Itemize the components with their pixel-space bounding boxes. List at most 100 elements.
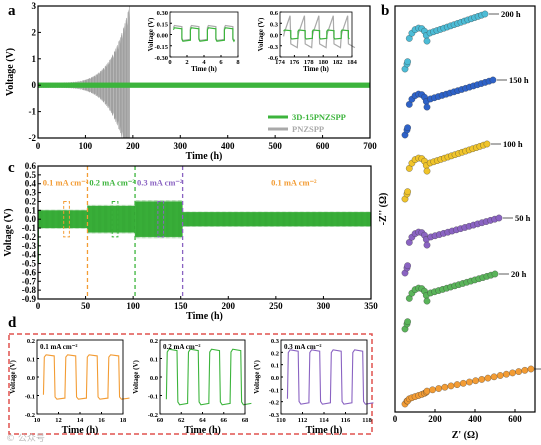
subplot-label: 0.3 mA cm⁻² (284, 343, 321, 351)
panel-c: c0.1 mA cm⁻² 0.2 mA cm⁻² 0.3 mA cm⁻² 0.1 mA… (3, 160, 378, 322)
x-tick-label: 400 (468, 414, 482, 424)
x-tick-label: 14 (77, 417, 84, 424)
x-tick-label: 8 (236, 59, 240, 66)
y-tick-label: -1 (29, 107, 37, 117)
x-tick-label: 0 (168, 59, 171, 66)
x-tick-label: 10 (34, 417, 41, 424)
nyquist-point (521, 366, 529, 374)
y-tick-label: 0.0 (25, 214, 37, 224)
nyquist-point (435, 385, 443, 392)
inset-x-label: Time (h) (303, 65, 329, 73)
x-tick-label: 100 (79, 141, 93, 151)
nyquist-point (484, 374, 492, 382)
x-tick-label: 500 (268, 141, 282, 151)
y-tick-label: 0.6 (25, 161, 37, 171)
x-tick-label: 200 (428, 414, 442, 424)
series-3D-15PNZSPP-band (38, 82, 370, 88)
nyquist-point (509, 369, 516, 377)
y-tick-label: -0.30 (154, 55, 168, 62)
inset-bg (170, 12, 238, 57)
zoom-box (157, 200, 165, 238)
watermark: © 公众号 (6, 433, 45, 444)
x-tick-label: 50 (81, 301, 91, 311)
x-tick-label: 12 (55, 417, 62, 424)
y-tick-label: -0.1 (148, 394, 158, 401)
y-axis-label: Voltage (V) (3, 208, 14, 256)
nyquist-label: 20 h (511, 269, 527, 279)
nyquist-point (459, 379, 467, 387)
nyquist-point (423, 167, 431, 175)
x-tick-label: 250 (269, 301, 283, 311)
x-tick-label: 700 (363, 141, 377, 151)
y-tick-label: -0.3 (268, 44, 279, 51)
inset-2: 174 176 178 180 182 184 -0.6 -0.3 0.0 0.3 0.6 Time … (257, 10, 358, 73)
y-tick-label: 0.0 (27, 375, 35, 382)
x-tick-label: 200 (126, 141, 140, 151)
nyquist-point (503, 370, 510, 378)
plot-frame (159, 339, 246, 415)
nyquist-label: 100 h (503, 139, 523, 149)
x-tick-label: 68 (242, 417, 249, 424)
subplot-y-label: Voltage (V) (9, 359, 17, 393)
y-tick-label: -0.2 (148, 412, 158, 419)
x-tick-label: 4 (202, 59, 206, 66)
inset-1: 0 2 4 6 8 -0.30 -0.15 0.00 0.15 0.30 Time (h) Volta… (147, 10, 240, 73)
subplot-x-label: Time (h) (306, 425, 343, 436)
nyquist-point (491, 270, 499, 278)
panel-label-b: b (381, 3, 389, 19)
x-tick-label: 300 (174, 141, 188, 151)
y-tick-label: -0.4 (22, 250, 37, 260)
segment-label: 0.1 mA cm⁻² (43, 178, 89, 188)
x-tick-label: 400 (221, 141, 235, 151)
nyquist-point (404, 124, 411, 132)
inset-green-line (283, 29, 350, 40)
plot-frame (36, 339, 124, 415)
x-tick-label: 16 (98, 417, 105, 424)
x-tick-label: 110 (276, 417, 285, 424)
inset-y-label: Voltage (V) (257, 17, 265, 51)
x-tick-label: 0 (393, 414, 398, 424)
x-tick-label: 62 (178, 417, 185, 424)
y-tick-label: -0.1 (269, 387, 279, 394)
y-tick-label: -0.8 (22, 285, 37, 295)
subplot-label: 0.2 mA cm⁻² (163, 343, 200, 351)
y-tick-label: 1 (32, 54, 37, 64)
segment-label: 0.3 mA cm⁻² (137, 178, 183, 188)
zoom-box (63, 200, 70, 238)
x-tick-label: 0 (36, 141, 41, 151)
y-tick-label: -2 (29, 133, 37, 143)
x-tick-label: 150 (174, 301, 188, 311)
x-tick-label: 18 (120, 417, 127, 424)
x-axis-label: Time (h) (186, 151, 223, 162)
nyquist-point (423, 37, 431, 45)
nyquist-label: 200 h (501, 9, 521, 19)
nyquist-point (495, 214, 503, 222)
y-tick-label: 0.2 (150, 338, 158, 345)
nyquist-point (496, 372, 504, 379)
nyquist-point (489, 76, 497, 84)
x-tick-label: 64 (199, 417, 206, 424)
nyquist-point (527, 365, 535, 373)
nyquist-100h: 100 h (401, 139, 523, 203)
y-tick-label: -0.15 (154, 44, 168, 51)
y-tick-label: 0 (32, 80, 37, 90)
inset-green-line (172, 27, 236, 43)
y-tick-label: 0.3 (271, 338, 280, 345)
nyquist-point (441, 383, 449, 391)
y-tick-label: -0.7 (22, 276, 37, 286)
y-tick-label: 0.5 (25, 170, 37, 180)
y-tick-label: 0.1 (271, 363, 279, 370)
inset-y-label: Voltage (V) (147, 17, 155, 51)
plot-frame (37, 165, 372, 300)
y-tick-label: -0.1 (25, 394, 35, 401)
segment-label: 0.1 mA cm⁻² (271, 178, 317, 188)
y-tick-label: -0.1 (22, 223, 37, 233)
zoom-box (111, 200, 119, 238)
nyquist-point (429, 386, 436, 394)
nyquist-point (472, 377, 479, 385)
nyquist-point (515, 368, 523, 375)
nyquist-200h: 200 h (401, 9, 521, 73)
y-tick-label: 0.00 (157, 33, 168, 40)
y-tick-label: -0.3 (22, 241, 37, 251)
